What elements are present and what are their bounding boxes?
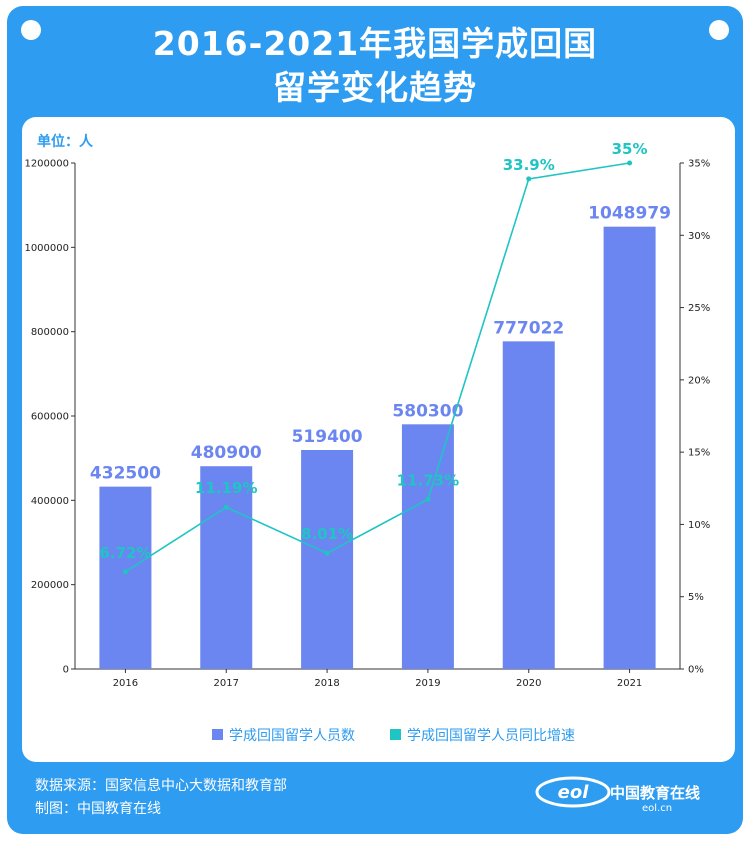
hole-top-left <box>21 20 41 40</box>
footer-maker: 制图：中国教育在线 <box>35 801 161 817</box>
growth-data-label: 11.73% <box>397 471 459 489</box>
eol-logo-icon: eol <box>535 776 611 808</box>
bar <box>502 341 555 669</box>
x-tick-label: 2016 <box>113 678 138 689</box>
y-right-tick-label: 0% <box>688 665 704 676</box>
chart-title-line2: 留学变化趋势 <box>273 68 477 107</box>
y-left-tick-label: 400000 <box>31 496 69 507</box>
y-right-tick-label: 25% <box>688 303 710 314</box>
bar-data-label: 580300 <box>392 401 463 421</box>
bar-data-label: 1048979 <box>588 204 671 224</box>
bar-data-label: 777022 <box>493 318 564 338</box>
y-right-tick-label: 15% <box>688 448 710 459</box>
hole-top-right <box>709 20 729 40</box>
x-tick-label: 2020 <box>516 678 541 689</box>
growth-data-label: 35% <box>612 140 648 158</box>
bar-data-label: 480900 <box>191 443 262 463</box>
logo-mark-text: eol <box>558 782 590 803</box>
growth-point <box>425 496 431 502</box>
y-right-tick-label: 20% <box>688 375 710 386</box>
logo-name: 中国教育在线 <box>610 784 701 802</box>
unit-label: 单位：人 <box>37 134 93 150</box>
chart-title-line1: 2016-2021年我国学成回国 <box>152 24 598 63</box>
y-left-tick-label: 800000 <box>31 327 69 338</box>
y-right-tick-label: 5% <box>688 592 704 603</box>
bar-data-label: 432500 <box>90 464 161 484</box>
legend-swatch-line <box>390 729 401 740</box>
footer-source: 数据来源：国家信息中心大数据和教育部 <box>35 778 287 794</box>
growth-point <box>324 550 330 556</box>
x-tick-label: 2021 <box>617 678 642 689</box>
growth-point <box>122 569 128 575</box>
bar <box>603 226 656 669</box>
growth-data-label: 33.9% <box>503 156 555 174</box>
logo-url: eol.cn <box>642 803 673 814</box>
growth-data-label: 8.01% <box>301 525 353 543</box>
growth-point <box>526 176 532 182</box>
y-left-tick-label: 1000000 <box>24 243 69 254</box>
growth-point <box>223 504 229 510</box>
bar-data-label: 519400 <box>292 427 363 447</box>
x-tick-label: 2018 <box>314 678 339 689</box>
x-tick-label: 2017 <box>214 678 239 689</box>
y-right-tick-label: 30% <box>688 231 710 242</box>
legend-label-bar: 学成回国留学人员数 <box>229 728 355 744</box>
y-left-tick-label: 1200000 <box>24 159 69 170</box>
y-right-tick-label: 35% <box>688 159 710 170</box>
y-left-tick-label: 0 <box>63 665 69 676</box>
growth-line <box>124 162 630 573</box>
y-right-tick-label: 10% <box>688 520 710 531</box>
y-left-tick-label: 600000 <box>31 412 69 423</box>
growth-data-label: 6.72% <box>99 544 151 562</box>
bar <box>301 449 354 669</box>
y-left-tick-label: 200000 <box>31 580 69 591</box>
legend-swatch-bar <box>212 729 223 740</box>
legend-label-line: 学成回国留学人员同比增速 <box>407 728 575 744</box>
bar <box>401 424 454 669</box>
growth-point <box>627 160 633 166</box>
x-tick-label: 2019 <box>415 678 440 689</box>
growth-data-label: 11.19% <box>195 479 257 497</box>
bar <box>200 466 253 669</box>
bar <box>99 486 152 669</box>
